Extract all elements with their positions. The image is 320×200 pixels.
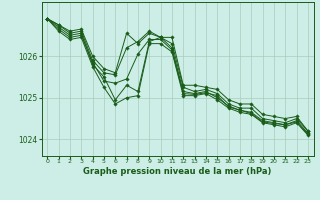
X-axis label: Graphe pression niveau de la mer (hPa): Graphe pression niveau de la mer (hPa) — [84, 167, 272, 176]
